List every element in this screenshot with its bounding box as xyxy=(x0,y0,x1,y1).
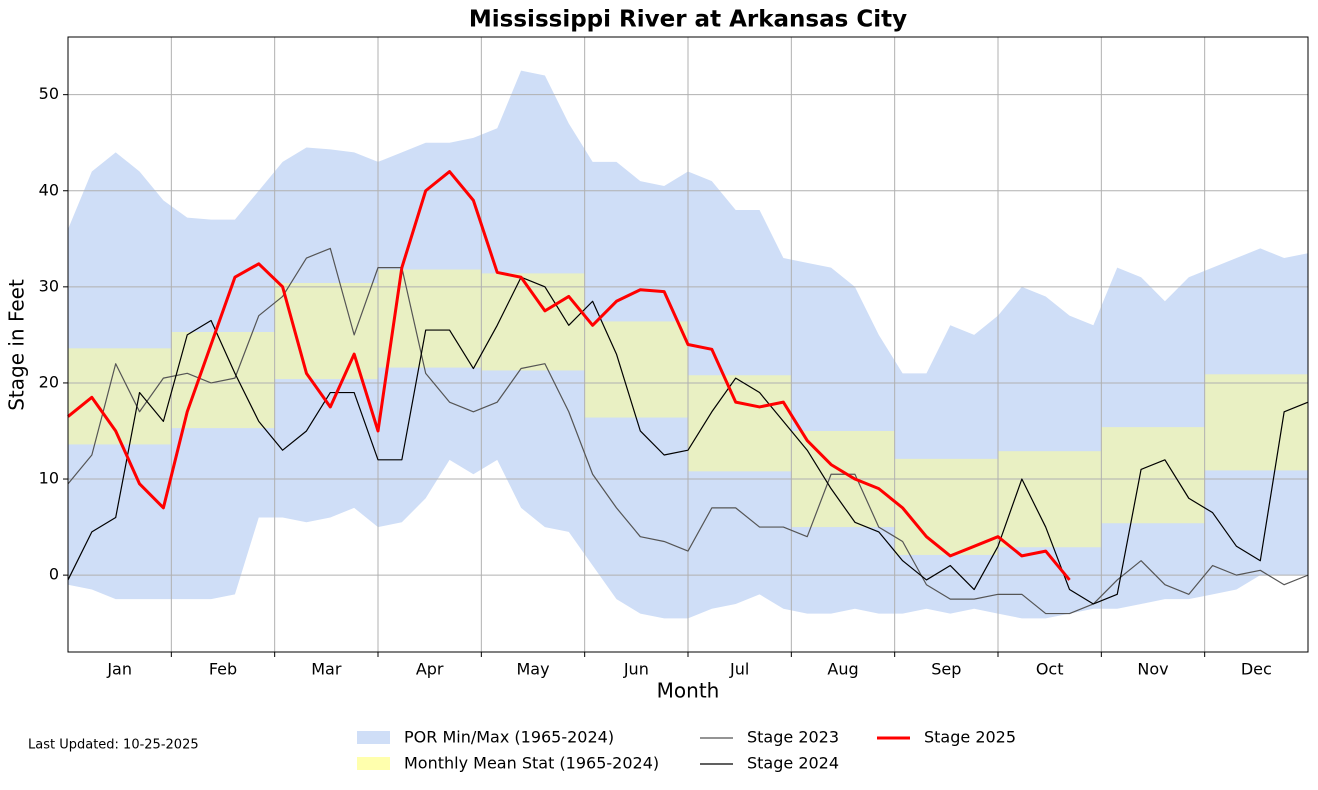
x-tick-label: Jan xyxy=(106,660,132,679)
series-line xyxy=(67,276,1309,605)
x-tick-label: Nov xyxy=(1137,660,1168,679)
legend-swatch xyxy=(357,731,390,744)
x-tick-label: Oct xyxy=(1036,660,1064,679)
y-tick-label: 50 xyxy=(39,84,59,103)
x-axis-label: Month xyxy=(657,679,720,703)
legend-label: Stage 2023 xyxy=(747,728,839,747)
y-tick-label: 30 xyxy=(39,276,59,295)
y-tick-label: 0 xyxy=(49,565,59,584)
monthly-band xyxy=(998,451,1102,548)
y-tick-label: 40 xyxy=(39,180,59,199)
monthly-band xyxy=(481,273,585,371)
legend-label: POR Min/Max (1965-2024) xyxy=(404,728,614,747)
legend-label: Stage 2024 xyxy=(747,754,839,773)
monthly-band xyxy=(894,458,998,555)
monthly-band xyxy=(1204,374,1308,471)
legend-swatch xyxy=(357,757,390,770)
x-tick-label: May xyxy=(516,660,549,679)
legend-label: Stage 2025 xyxy=(924,728,1016,747)
x-tick-label: Mar xyxy=(311,660,342,679)
y-axis-label: Stage in Feet xyxy=(5,279,29,411)
y-tick-label: 10 xyxy=(39,469,59,488)
monthly-band xyxy=(1101,427,1205,524)
series-line xyxy=(67,170,1071,581)
x-tick-label: Feb xyxy=(209,660,237,679)
footer: Last Updated: 10-25-2025 xyxy=(28,738,199,753)
x-tick-label: Jul xyxy=(729,660,749,679)
legend-label: Monthly Mean Stat (1965-2024) xyxy=(404,754,659,773)
x-tick-label: Jun xyxy=(623,660,649,679)
x-tick-label: Dec xyxy=(1241,660,1272,679)
legend: POR Min/Max (1965-2024) Monthly Mean Stat… xyxy=(357,728,1016,773)
plot-area: 0 10 20 30 40 50 Jan Feb Mar Apr May Jun Jul Aug Sep Oc… xyxy=(39,36,1309,679)
x-tick-label: Apr xyxy=(416,660,444,679)
y-tick-label: 20 xyxy=(39,372,59,391)
monthly-band xyxy=(688,375,792,472)
monthly-band xyxy=(584,321,688,418)
monthly-band xyxy=(274,283,378,380)
monthly-band xyxy=(68,348,172,445)
chart-title: Mississippi River at Arkansas City xyxy=(469,7,907,33)
x-tick-label: Aug xyxy=(827,660,858,679)
x-tick-label: Sep xyxy=(931,660,961,679)
series-line xyxy=(67,247,1309,615)
plot-frame xyxy=(67,36,1309,653)
